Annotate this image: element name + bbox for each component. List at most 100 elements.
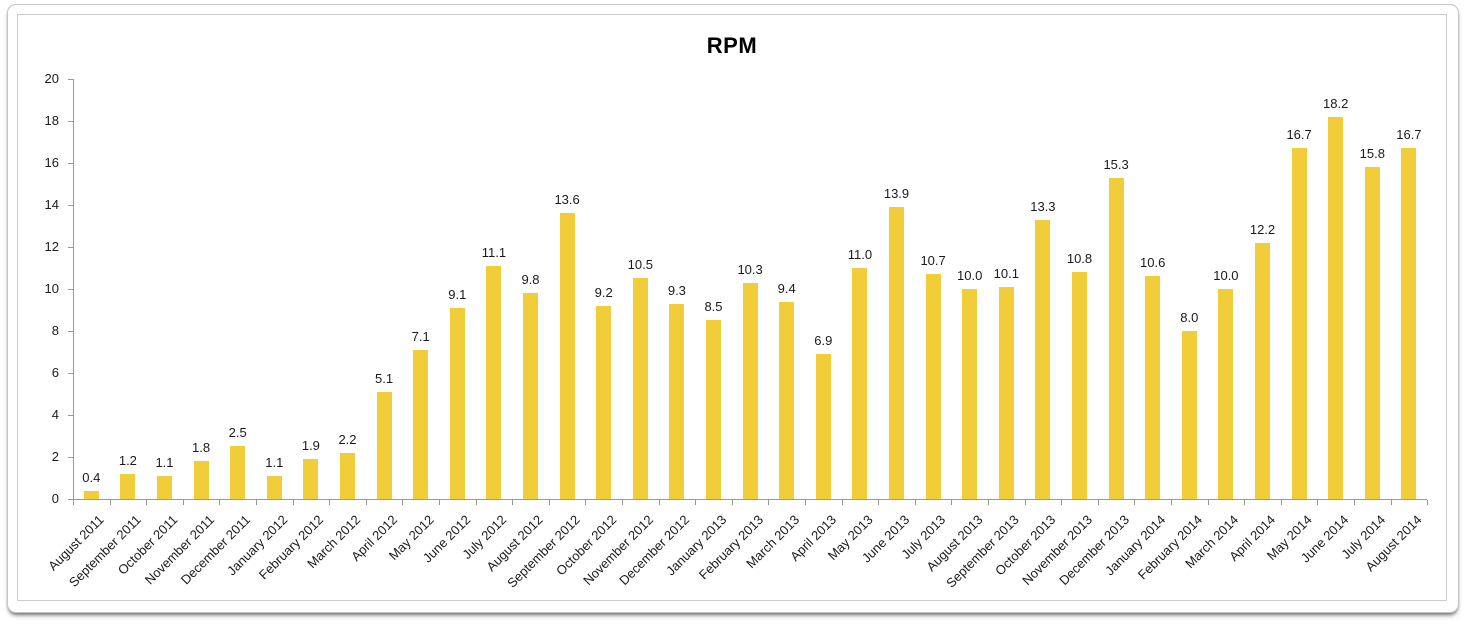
x-axis-tick: [1207, 500, 1209, 505]
bar: [266, 476, 282, 499]
bar: [449, 308, 465, 499]
x-axis-line: [73, 499, 1428, 500]
x-axis-tick: [1024, 500, 1026, 505]
x-axis-tick: [1097, 500, 1099, 505]
x-axis-tick: [512, 500, 514, 505]
x-axis-tick: [1171, 500, 1172, 505]
bar: [413, 350, 429, 499]
y-axis-tick: [68, 457, 73, 458]
x-axis-tick: [256, 500, 257, 505]
x-axis-tick: [475, 500, 477, 505]
bar-value-label: 11.1: [481, 245, 507, 260]
y-axis-tick-label: 18: [44, 113, 59, 128]
x-axis-tick: [329, 500, 331, 505]
bar-value-label: 6.9: [814, 333, 833, 348]
bar: [669, 304, 685, 499]
bar-value-label: 13.3: [1030, 199, 1056, 214]
y-axis-tick-label: 2: [51, 449, 59, 464]
bar: [376, 392, 392, 499]
bar: [596, 306, 612, 499]
bar-value-label: 1.1: [265, 455, 284, 470]
x-axis-tick: [548, 500, 550, 505]
x-axis-tick: [658, 500, 660, 505]
bar-value-label: 10.5: [627, 257, 653, 272]
x-axis-tick: [951, 500, 953, 505]
y-axis-tick: [68, 121, 73, 122]
y-axis-tick-label: 0: [51, 491, 59, 506]
bar-value-label: 13.9: [883, 186, 910, 201]
x-axis-tick: [1317, 500, 1319, 505]
bar-value-label: 2.2: [338, 432, 357, 447]
y-axis-tick: [68, 247, 73, 248]
bar: [1035, 220, 1051, 499]
x-axis-tick: [439, 500, 440, 505]
bar: [157, 476, 172, 499]
x-axis-tick: [1354, 500, 1355, 505]
bar-value-label: 15.8: [1359, 146, 1385, 161]
bar-value-label: 1.8: [192, 440, 211, 455]
bar: [742, 283, 758, 499]
bar-value-label: 9.2: [594, 285, 613, 300]
bar: [559, 213, 575, 499]
bar-value-label: 18.2: [1323, 96, 1349, 111]
y-axis-tick: [68, 373, 73, 374]
bar: [962, 289, 978, 499]
bar: [303, 459, 319, 499]
y-axis-line: [73, 79, 74, 500]
x-axis-tick: [805, 500, 806, 505]
bar-value-label: 10.8: [1066, 251, 1093, 266]
bar: [486, 266, 502, 499]
bar-value-label: 8.0: [1180, 310, 1199, 325]
bar: [1364, 167, 1380, 499]
bar: [1291, 148, 1307, 499]
x-axis-tick: [622, 500, 623, 505]
x-axis-tick: [1427, 500, 1429, 505]
y-axis-tick: [68, 163, 73, 164]
bar: [998, 287, 1014, 499]
chart-title: RPM: [706, 33, 758, 58]
bar-value-label: 9.4: [777, 281, 796, 296]
bar-value-label: 9.1: [448, 287, 467, 302]
bar-value-label: 10.0: [1213, 268, 1239, 283]
bar: [83, 491, 99, 499]
bar: [779, 302, 795, 499]
x-axis-tick: [73, 500, 74, 505]
bar: [120, 474, 136, 499]
x-axis-tick: [1244, 500, 1246, 505]
bar: [193, 461, 209, 499]
bar: [1108, 178, 1124, 499]
bar-value-label: 10.0: [957, 268, 983, 283]
x-axis-tick: [988, 500, 989, 505]
chart-card: RPM 0 2 4 6 8 10 12 14 16 18 20 0.4 August 2011 1.2 Se…: [7, 4, 1459, 613]
x-axis-tick: [146, 500, 148, 505]
x-axis-tick: [1390, 500, 1392, 505]
x-axis-tick: [1280, 500, 1282, 505]
y-axis-tick-label: 8: [51, 323, 59, 338]
bar: [230, 446, 246, 499]
bar-value-label: 10.6: [1140, 255, 1166, 270]
bar-value-label: 10.1: [993, 266, 1019, 281]
bar-value-label: 11.0: [847, 247, 873, 262]
chart-frame: RPM 0 2 4 6 8 10 12 14 16 18 20 0.4 August 2011 1.2 Se…: [17, 14, 1447, 601]
bar-value-label: 1.1: [155, 455, 174, 470]
bar: [889, 207, 904, 499]
x-axis-tick: [1134, 500, 1136, 505]
bar: [340, 453, 355, 499]
y-axis-tick: [68, 289, 73, 290]
bar: [1145, 276, 1161, 499]
y-axis-tick: [68, 499, 73, 500]
bar: [925, 274, 941, 499]
bar-value-label: 10.3: [737, 262, 763, 277]
y-axis-tick-label: 6: [51, 365, 59, 380]
x-axis-tick: [1061, 500, 1063, 505]
bar: [1328, 117, 1344, 499]
y-axis-tick-label: 14: [44, 197, 59, 212]
y-axis-tick-label: 4: [51, 407, 59, 422]
bar-value-label: 12.2: [1249, 222, 1276, 237]
bar: [1255, 243, 1270, 499]
bar: [1218, 289, 1234, 499]
x-axis-tick: [914, 500, 916, 505]
x-axis-tick: [109, 500, 111, 505]
bar-value-label: 5.1: [375, 371, 394, 386]
x-axis-tick: [878, 500, 880, 505]
